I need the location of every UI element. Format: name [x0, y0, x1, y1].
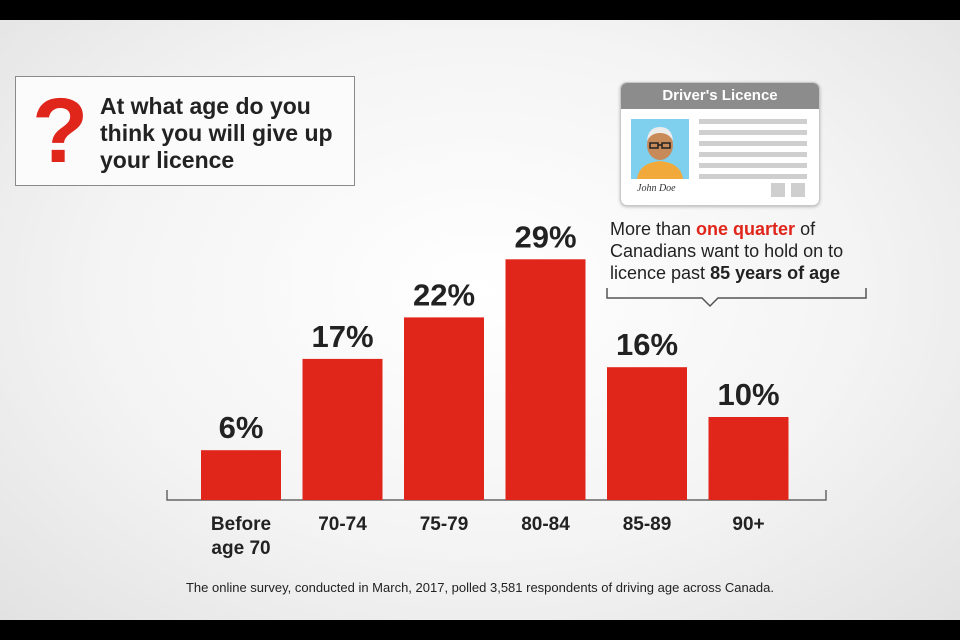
bar-3 — [404, 317, 484, 500]
licence-name: John Doe — [637, 183, 676, 194]
licence-header: Driver's Licence — [621, 83, 819, 109]
category-label-line: age 70 — [211, 538, 270, 559]
data-label-1: 6% — [219, 410, 264, 445]
drivers-licence-card: Driver's Licence John Doe — [620, 82, 820, 206]
survey-footnote: The online survey, conducted in March, 2… — [185, 580, 774, 595]
data-label-2: 17% — [311, 319, 373, 354]
category-label-5: 85-89 — [623, 514, 672, 535]
callout-part2: of Canadians want to hold on to licence … — [610, 219, 844, 283]
callout-bold: 85 years of age — [710, 263, 841, 283]
bar-6 — [708, 417, 789, 500]
question-text: At what age do you think you will give u… — [100, 93, 333, 173]
licence-square-1 — [771, 183, 785, 197]
category-label-6: 90+ — [732, 514, 764, 535]
callout-text: More than one quarter of Canadians want … — [610, 218, 880, 284]
data-label-3: 22% — [413, 277, 475, 312]
category-label-3: 75-79 — [420, 514, 469, 535]
category-label-line: Before — [211, 514, 271, 535]
question-mark-icon: ? — [32, 80, 89, 182]
bar-chart: 6% Before age 70 17% 70-74 22% 75-79 29% 80-84 16… — [166, 219, 827, 559]
callout-highlight: one quarter — [696, 219, 796, 239]
bar-1 — [201, 450, 281, 500]
bar-4 — [505, 259, 586, 500]
category-label-line: 85-89 — [623, 514, 672, 535]
category-label-4: 80-84 — [521, 514, 570, 535]
category-label-2: 70-74 — [318, 514, 367, 535]
data-label-4: 29% — [514, 219, 576, 254]
category-label-line: 70-74 — [318, 514, 367, 535]
infographic: ? At what age do you think you will give… — [0, 20, 960, 620]
data-label-6: 10% — [717, 377, 779, 412]
bar-5 — [607, 367, 687, 500]
category-label-line: 75-79 — [420, 514, 469, 535]
question-box: ? At what age do you think you will give… — [15, 76, 355, 186]
category-label-line: 90+ — [732, 514, 764, 535]
callout-bracket — [606, 288, 867, 308]
category-label-line: 80-84 — [521, 514, 570, 535]
x-axis-line — [166, 490, 827, 501]
callout-part1: More than — [610, 219, 697, 239]
data-label-5: 16% — [616, 327, 678, 362]
licence-square-2 — [791, 183, 805, 197]
category-label-1: Before age 70 — [211, 514, 271, 559]
person-portrait-icon — [631, 119, 689, 179]
bar-2 — [302, 358, 383, 500]
licence-text-lines — [699, 119, 807, 185]
